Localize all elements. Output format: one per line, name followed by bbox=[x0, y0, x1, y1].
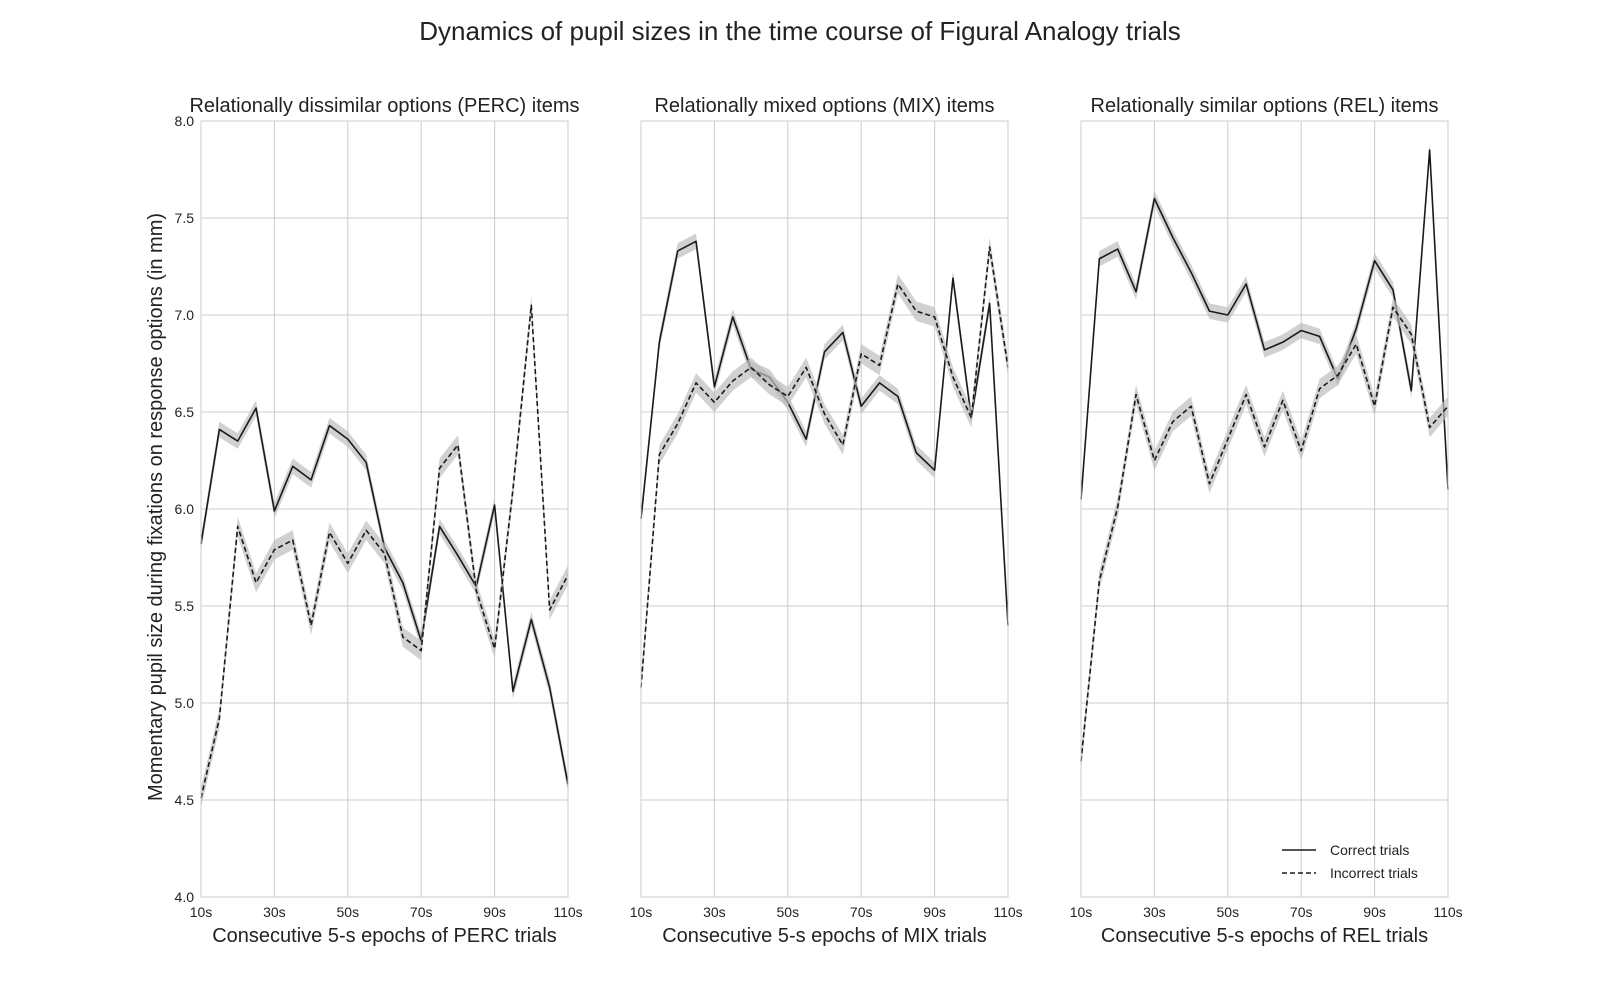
y-tick-label: 5.5 bbox=[175, 598, 195, 614]
panel-3: 10s 30s 50s 70s 90s 110s Relationally similar … bbox=[1070, 95, 1463, 947]
y-tick-label: 8.0 bbox=[175, 113, 195, 129]
figure-title: Dynamics of pupil sizes in the time cour… bbox=[419, 16, 1181, 46]
legend-label: Correct trials bbox=[1330, 842, 1409, 858]
legend: Correct trials Incorrect trials bbox=[1282, 842, 1418, 881]
series-solid-line bbox=[1080, 149, 1449, 500]
plot-frame bbox=[1080, 120, 1449, 898]
legend-item-solid: Correct trials bbox=[1282, 842, 1409, 858]
series-solid-band bbox=[641, 233, 1008, 634]
plot-frame bbox=[640, 120, 1009, 898]
series-solid-line bbox=[200, 407, 569, 785]
x-axis-label: Consecutive 5-s epochs of REL trials bbox=[1101, 925, 1428, 947]
x-tick-label: 10s bbox=[630, 904, 653, 920]
legend-item-dashed: Incorrect trials bbox=[1282, 865, 1418, 881]
panel-2: 10s 30s 50s 70s 90s 110s Relationally mixed op… bbox=[630, 95, 1023, 947]
x-tick-label: 10s bbox=[190, 904, 213, 920]
x-tick-label: 50s bbox=[1217, 904, 1240, 920]
panel-title: Relationally dissimilar options (PERC) i… bbox=[189, 95, 579, 117]
x-tick-label: 50s bbox=[337, 904, 360, 920]
series-dashed-line bbox=[1080, 306, 1449, 762]
y-tick-label: 7.5 bbox=[175, 210, 195, 226]
x-tick-label: 70s bbox=[410, 904, 433, 920]
x-tick-label: 30s bbox=[263, 904, 286, 920]
x-axis-label: Consecutive 5-s epochs of PERC trials bbox=[212, 925, 557, 947]
y-tick-label: 4.0 bbox=[175, 889, 195, 905]
x-tick-label: 50s bbox=[777, 904, 800, 920]
y-tick-label: 6.0 bbox=[175, 501, 195, 517]
x-tick-label: 110s bbox=[553, 904, 582, 920]
x-tick-label: 110s bbox=[993, 904, 1022, 920]
plot-frame bbox=[200, 120, 569, 898]
panel-title: Relationally mixed options (MIX) items bbox=[654, 95, 994, 117]
series-dashed-line bbox=[200, 304, 569, 799]
legend-label: Incorrect trials bbox=[1330, 865, 1418, 881]
x-tick-label: 110s bbox=[1433, 904, 1462, 920]
series-solid-band bbox=[1081, 142, 1448, 508]
series-solid-line bbox=[640, 240, 1009, 626]
series-dashed-line bbox=[640, 246, 1009, 688]
x-tick-label: 10s bbox=[1070, 904, 1093, 920]
x-tick-label: 90s bbox=[483, 904, 506, 920]
x-tick-label: 70s bbox=[850, 904, 873, 920]
x-tick-label: 30s bbox=[703, 904, 726, 920]
y-tick-label: 7.0 bbox=[175, 307, 195, 323]
series-dashed-band bbox=[201, 295, 568, 808]
x-tick-label: 90s bbox=[1363, 904, 1386, 920]
y-tick-label: 5.0 bbox=[175, 695, 195, 711]
x-tick-label: 70s bbox=[1290, 904, 1313, 920]
y-tick-label: 4.5 bbox=[175, 792, 195, 808]
series-dashed-band bbox=[641, 237, 1008, 698]
y-axis-label: Momentary pupil size during fixations on… bbox=[145, 213, 167, 801]
x-axis-label: Consecutive 5-s epochs of MIX trials bbox=[662, 925, 987, 947]
x-tick-label: 90s bbox=[923, 904, 946, 920]
panels: 10s 30s 50s 70s 90s 110s 4.0 4.5 5.0 5.5 6.0 6.5 7.0… bbox=[175, 95, 1463, 947]
panel-1: 10s 30s 50s 70s 90s 110s 4.0 4.5 5.0 5.5 6.0 6.5 7.0… bbox=[175, 95, 583, 947]
x-tick-label: 30s bbox=[1143, 904, 1166, 920]
y-tick-label: 6.5 bbox=[175, 404, 195, 420]
panel-title: Relationally similar options (REL) items bbox=[1091, 95, 1439, 117]
series-dashed-band bbox=[1081, 297, 1448, 771]
series-solid-band bbox=[201, 400, 568, 793]
